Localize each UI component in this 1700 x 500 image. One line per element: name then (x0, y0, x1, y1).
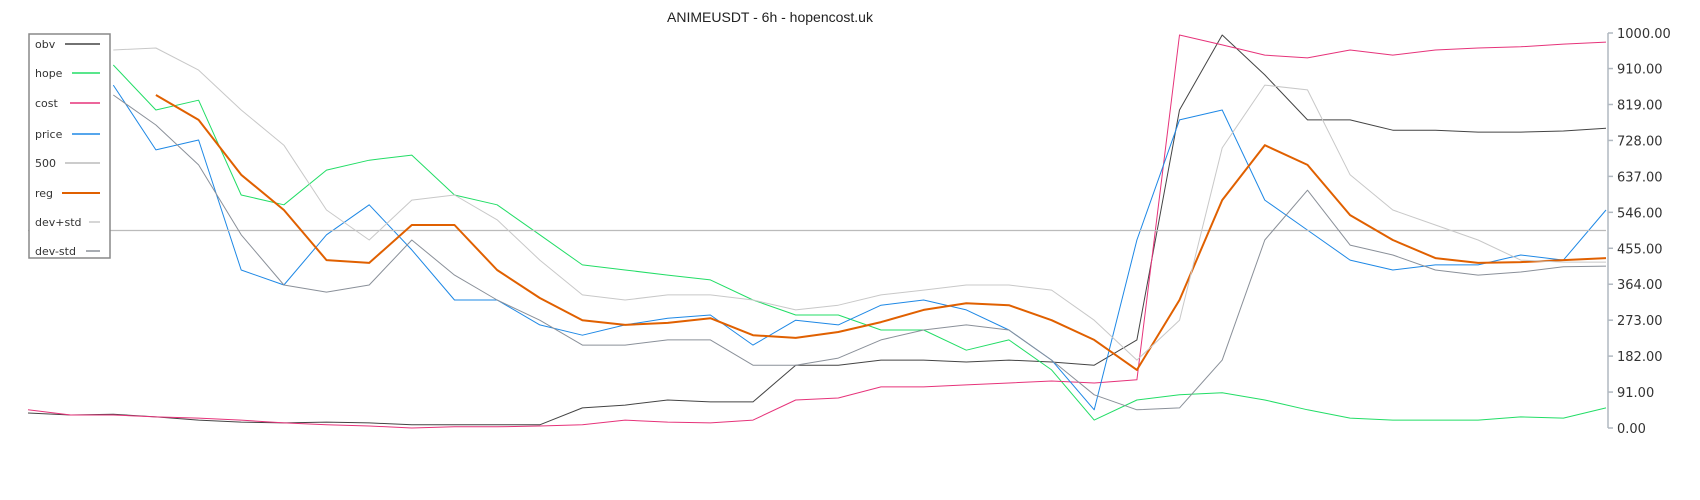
series-line-price (112, 84, 1607, 411)
series-line-reg (155, 94, 1607, 371)
legend-label: hope (35, 67, 63, 80)
legend-label: cost (35, 97, 59, 110)
legend (28, 33, 111, 259)
legend-label: 500 (35, 157, 56, 170)
y-tick-label: 637.00 (1617, 170, 1663, 185)
legend-label: obv (35, 38, 56, 51)
chart-title: ANIMEUSDT - 6h - hopencost.uk (667, 9, 873, 25)
series-line-dev-plus-std (113, 47, 1606, 361)
y-tick-label: 546.00 (1617, 206, 1663, 221)
series-line-hope (112, 64, 1607, 421)
y-tick-label: 0.00 (1617, 422, 1646, 437)
y-tick-label: 91.00 (1617, 386, 1654, 401)
y-tick-label: 455.00 (1617, 242, 1663, 257)
y-tick-label: 819.00 (1617, 98, 1663, 113)
legend-label: price (35, 128, 63, 141)
y-tick-label: 364.00 (1617, 278, 1663, 293)
y-tick-label: 910.00 (1617, 63, 1663, 78)
legend-label: dev-std (35, 245, 76, 258)
series-line-dev-std (113, 94, 1607, 411)
legend-label: dev+std (35, 216, 82, 229)
y-tick-label: 1000.00 (1617, 27, 1671, 42)
series-line-cost (27, 34, 1607, 429)
y-tick-label: 728.00 (1617, 134, 1663, 149)
y-tick-label: 182.00 (1617, 350, 1663, 365)
y-tick-label: 273.00 (1617, 314, 1663, 329)
legend-label: reg (35, 187, 53, 200)
